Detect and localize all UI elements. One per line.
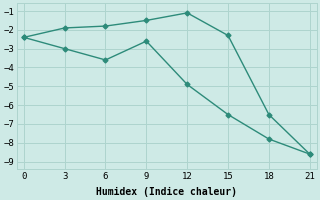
X-axis label: Humidex (Indice chaleur): Humidex (Indice chaleur)	[96, 186, 237, 197]
